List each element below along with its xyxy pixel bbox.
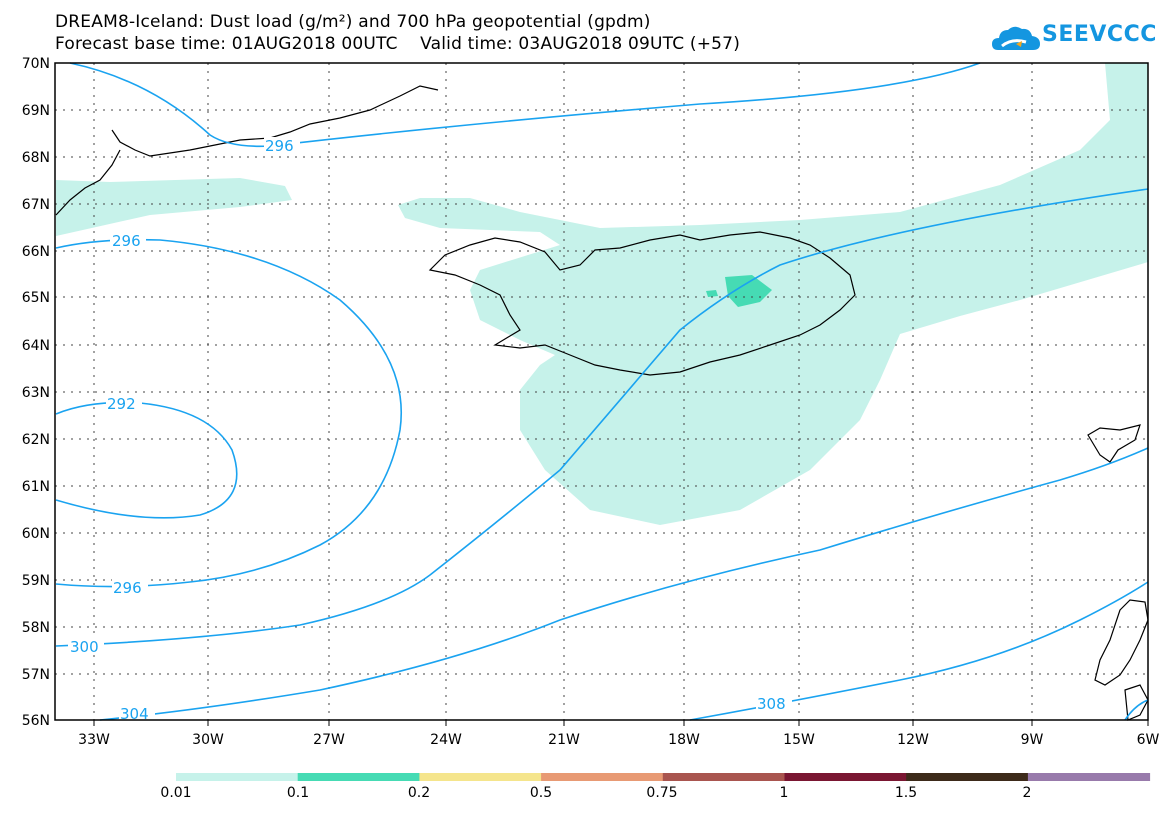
lat-label: 56N <box>22 713 50 729</box>
colorbar-label: 0.1 <box>286 785 310 801</box>
lat-label: 64N <box>22 338 50 354</box>
colorbar-segment <box>1027 773 1151 781</box>
contour-label: 308 <box>757 695 786 713</box>
colorbar <box>176 773 1151 781</box>
contour-label: 304 <box>120 705 149 723</box>
contour-labels: 296 296 292 296 300 304 308 <box>68 137 792 723</box>
lon-label: 27W <box>313 732 345 748</box>
lon-label: 9W <box>1021 732 1044 748</box>
lat-label: 63N <box>22 385 50 401</box>
lat-label: 62N <box>22 432 50 448</box>
latitude-labels: 70N 69N 68N 67N 66N 65N 64N 63N 62N 61N … <box>22 56 50 729</box>
geopotential-contours <box>55 62 1149 721</box>
colorbar-label: 0.2 <box>407 785 431 801</box>
chart-title: DREAM8-Iceland: Dust load (g/m²) and 700… <box>55 12 651 32</box>
contour-label: 296 <box>112 232 141 250</box>
lon-label: 30W <box>192 732 224 748</box>
lon-label: 21W <box>548 732 580 748</box>
axis-ticks <box>93 720 1149 726</box>
lat-label: 65N <box>22 290 50 306</box>
colorbar-label: 0.5 <box>529 785 553 801</box>
colorbar-segment <box>541 773 664 781</box>
lat-label: 70N <box>22 56 50 72</box>
colorbar-segment <box>784 773 907 781</box>
chart-subtitle: Forecast base time: 01AUG2018 00UTC Vali… <box>55 34 741 54</box>
lat-label: 69N <box>22 103 50 119</box>
contour-label: 296 <box>113 579 142 597</box>
colorbar-label: 2 <box>1022 785 1032 801</box>
colorbar-label: 1.5 <box>894 785 918 801</box>
colorbar-segment <box>176 773 299 781</box>
logo-text: SEEVCCC <box>1042 22 1157 47</box>
lat-label: 61N <box>22 479 50 495</box>
lat-label: 67N <box>22 197 50 213</box>
colorbar-segment <box>419 773 542 781</box>
lon-label: 18W <box>668 732 700 748</box>
lon-label: 6W <box>1137 732 1160 748</box>
dust-shading-light <box>56 63 1148 525</box>
lon-label: 33W <box>78 732 110 748</box>
seevccc-logo-icon <box>992 26 1040 50</box>
lon-label: 12W <box>897 732 929 748</box>
lat-label: 58N <box>22 620 50 636</box>
lat-label: 59N <box>22 573 50 589</box>
map-frame <box>54 62 1149 721</box>
graticule <box>55 63 1148 720</box>
longitude-labels: 33W 30W 27W 24W 21W 18W 15W 12W 9W 6W <box>78 732 1159 748</box>
colorbar-segment <box>906 773 1029 781</box>
lat-label: 57N <box>22 667 50 683</box>
colorbar-label: 0.01 <box>160 785 192 801</box>
contour-label: 300 <box>70 638 99 656</box>
coastlines <box>55 85 1149 721</box>
contour-label: 296 <box>265 137 294 155</box>
lon-label: 24W <box>430 732 462 748</box>
colorbar-segment <box>662 773 785 781</box>
colorbar-label: 0.75 <box>646 785 678 801</box>
dust-shading-medium <box>706 275 772 307</box>
lon-label: 15W <box>783 732 815 748</box>
contour-label: 292 <box>107 395 136 413</box>
lat-label: 60N <box>22 526 50 542</box>
lat-label: 68N <box>22 150 50 166</box>
lat-label: 66N <box>22 244 50 260</box>
colorbar-label: 1 <box>779 785 789 801</box>
colorbar-segment <box>297 773 420 781</box>
